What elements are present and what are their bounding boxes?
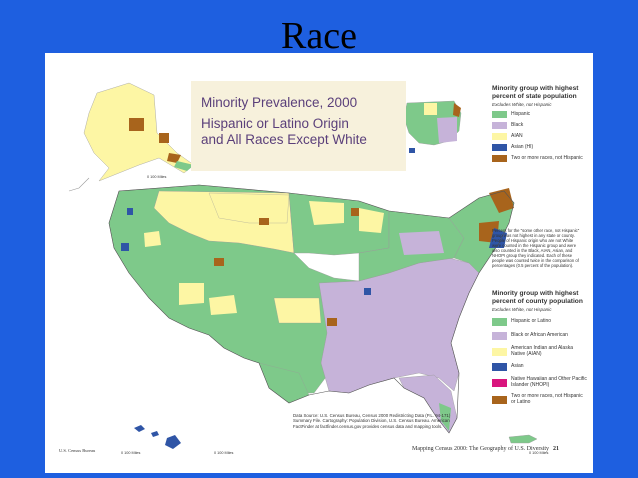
- alaska-inset: [68, 82, 195, 192]
- map-area: 0 100 Miles: [59, 73, 581, 458]
- footer-book-title: Mapping Census 2000: The Geography of U.…: [412, 446, 550, 452]
- map-page: 0 100 Miles: [45, 53, 593, 473]
- footer-publisher: U.S. Census Bureau: [59, 448, 96, 453]
- state-legend-label: Hispanic: [511, 110, 531, 117]
- county-legend-item: Two or more races, not Hispanic or Latin…: [492, 394, 587, 405]
- hawaii-scale: 0 100 Miles: [121, 451, 141, 455]
- swatch-multi: [492, 395, 507, 404]
- title-box: [191, 81, 406, 171]
- page-number: 21: [553, 446, 560, 452]
- us-map-svg: 0 100 Miles: [68, 82, 549, 455]
- swatch-nhopi: [492, 378, 507, 387]
- swatch-black: [492, 122, 507, 129]
- state-legend-item: Two or more races, not Hispanic: [492, 155, 587, 162]
- state-legend-label: Black: [511, 121, 524, 128]
- map-title: Minority Prevalence, 2000: [201, 95, 358, 110]
- county-legend-item: American Indian and Alaska Native (AIAN): [492, 345, 587, 357]
- hawaii-inset: [134, 425, 181, 449]
- county-legend-item: Hispanic or Latino: [492, 318, 587, 326]
- county-legend: Minority group with highest percent of c…: [492, 290, 587, 406]
- state-legend-label: Asian (HI): [511, 143, 534, 150]
- swatch-black: [492, 332, 507, 340]
- swatch-hispanic: [492, 111, 507, 118]
- swatch-multi: [492, 155, 507, 162]
- state-legend-title: Minority group with highest percent of s…: [492, 85, 579, 100]
- contiguous-us: [108, 184, 515, 434]
- county-legend-item: Native Hawaiian and Other Pacific Island…: [492, 376, 587, 388]
- footer-title: Mapping Census 2000: The Geography of U.…: [412, 446, 559, 452]
- state-legend-item: Hispanic: [492, 111, 587, 118]
- state-legend-item: Black: [492, 122, 587, 129]
- state-inset-map: [403, 100, 462, 153]
- slide-title: Race: [281, 15, 357, 57]
- swatch-aian: [492, 133, 507, 140]
- method-note: Percent for the "some other race, not Hi…: [492, 228, 580, 268]
- puerto-rico-inset: [508, 434, 538, 444]
- state-legend: Minority group with highest percent of s…: [492, 85, 587, 162]
- state-legend-label: AIAN: [511, 132, 523, 139]
- state-legend-item: AIAN: [492, 133, 587, 140]
- county-legend-note: Excludes White, not Hispanic: [492, 307, 552, 312]
- county-legend-item: Black or African American: [492, 332, 587, 340]
- state-legend-label: Two or more races, not Hispanic: [511, 154, 583, 161]
- county-legend-label: Black or African American: [511, 332, 568, 339]
- puerto-rico-scale: 0 100 Miles: [529, 451, 549, 455]
- county-legend-label: American Indian and Alaska Native (AIAN): [511, 345, 573, 357]
- swatch-asian: [492, 144, 507, 151]
- county-legend-label: Two or more races, not Hispanic or Latin…: [511, 393, 583, 405]
- county-legend-label: Native Hawaiian and Other Pacific Island…: [511, 376, 587, 388]
- swatch-asian: [492, 363, 507, 372]
- county-legend-title: Minority group with highest percent of c…: [492, 290, 583, 305]
- data-source: Data Source: U.S. Census Bureau, Census …: [293, 413, 451, 429]
- county-legend-label: Asian: [511, 363, 524, 370]
- state-legend-item: Asian (HI): [492, 144, 587, 151]
- alaska-scale: 0 100 Miles: [147, 175, 167, 179]
- state-legend-note: Excludes White, not Hispanic: [492, 102, 552, 107]
- county-legend-item: Asian: [492, 363, 587, 372]
- map-subtitle-line2: and All Races Except White: [201, 132, 367, 147]
- swatch-hispanic: [492, 318, 507, 326]
- map-subtitle-line1: Hispanic or Latino Origin: [201, 116, 349, 131]
- swatch-aian: [492, 347, 507, 356]
- contiguous-scale: 0 100 Miles: [214, 451, 234, 455]
- county-legend-label: Hispanic or Latino: [511, 318, 552, 325]
